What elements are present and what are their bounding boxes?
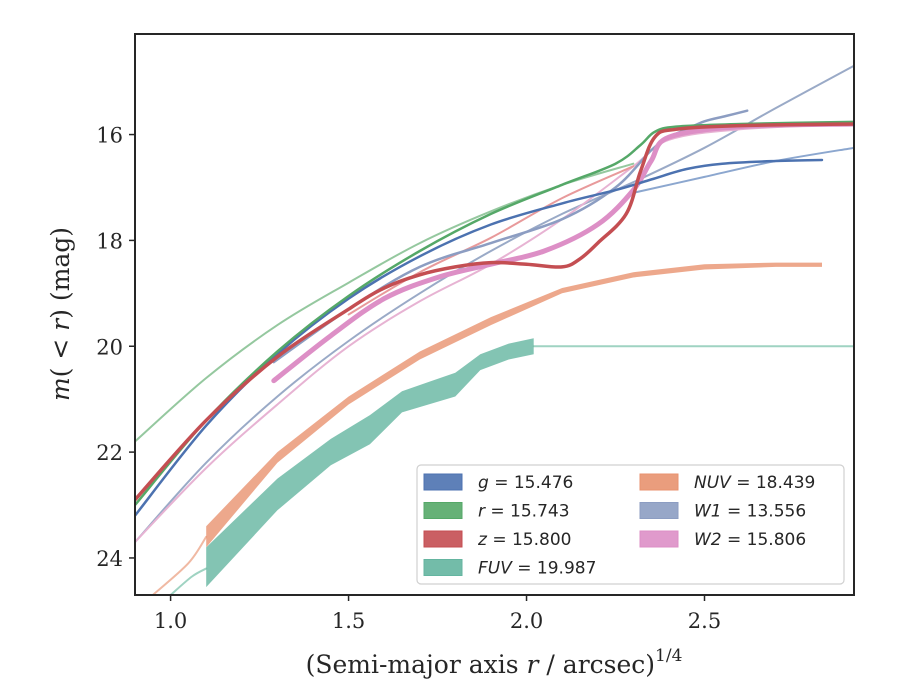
legend-label-z: z = 15.800: [477, 530, 571, 550]
series-layer: [135, 64, 854, 595]
y-tick-label: 16: [96, 124, 123, 148]
y-tick-label: 24: [96, 547, 123, 571]
x-tick-label: 1.5: [332, 609, 365, 633]
y-tick-label: 22: [96, 441, 123, 465]
legend-label-w1: W1 = 13.556: [694, 502, 806, 522]
series-model-fuv: [169, 567, 208, 595]
legend-swatch-z: [423, 530, 463, 548]
x-tick-label: 2.0: [510, 609, 543, 633]
legend-swatch-r: [423, 502, 463, 519]
series-model-z: [347, 165, 635, 316]
series-model-nuv: [151, 535, 208, 595]
legend-label-fuv: FUV = 19.987: [478, 559, 596, 579]
series-data-r: [135, 120, 854, 507]
legend: g = 15.476 r = 15.743 z = 15.800 FUV = 19.9…: [416, 464, 845, 585]
legend-swatch-nuv: [639, 473, 679, 491]
legend-swatch-fuv: [423, 559, 463, 576]
series-data-w1: [272, 109, 749, 364]
legend-swatch-g: [423, 473, 463, 491]
legend-label-r: r = 15.743: [478, 502, 570, 522]
series-data-w2: [271, 121, 854, 384]
legend-label-g: g = 15.476: [478, 473, 573, 493]
series-model-g: [632, 146, 854, 194]
series-data-z: [135, 122, 854, 502]
x-tick-label: 1.0: [154, 609, 187, 633]
legend-label-nuv: NUV = 18.439: [694, 473, 815, 493]
y-tick-label: 18: [96, 229, 123, 253]
y-tick-label: 20: [96, 335, 123, 359]
x-axis: 1.0 1.5 2.0 2.5: [154, 595, 721, 633]
legend-swatch-w2: [639, 530, 679, 548]
legend-swatch-w1: [639, 502, 679, 519]
legend-frame: [416, 464, 845, 585]
series-model-w1: [135, 64, 854, 544]
y-axis: 16 18 20 22 24: [96, 124, 135, 571]
legend-label-w2: W2 = 15.806: [694, 530, 806, 550]
x-tick-label: 2.5: [688, 609, 721, 633]
plot-frame: [134, 33, 855, 596]
y-axis-label: m( < r) (mag): [46, 227, 75, 401]
x-axis-label: (Semi-major axis r / arcsec)1/4: [306, 646, 683, 679]
